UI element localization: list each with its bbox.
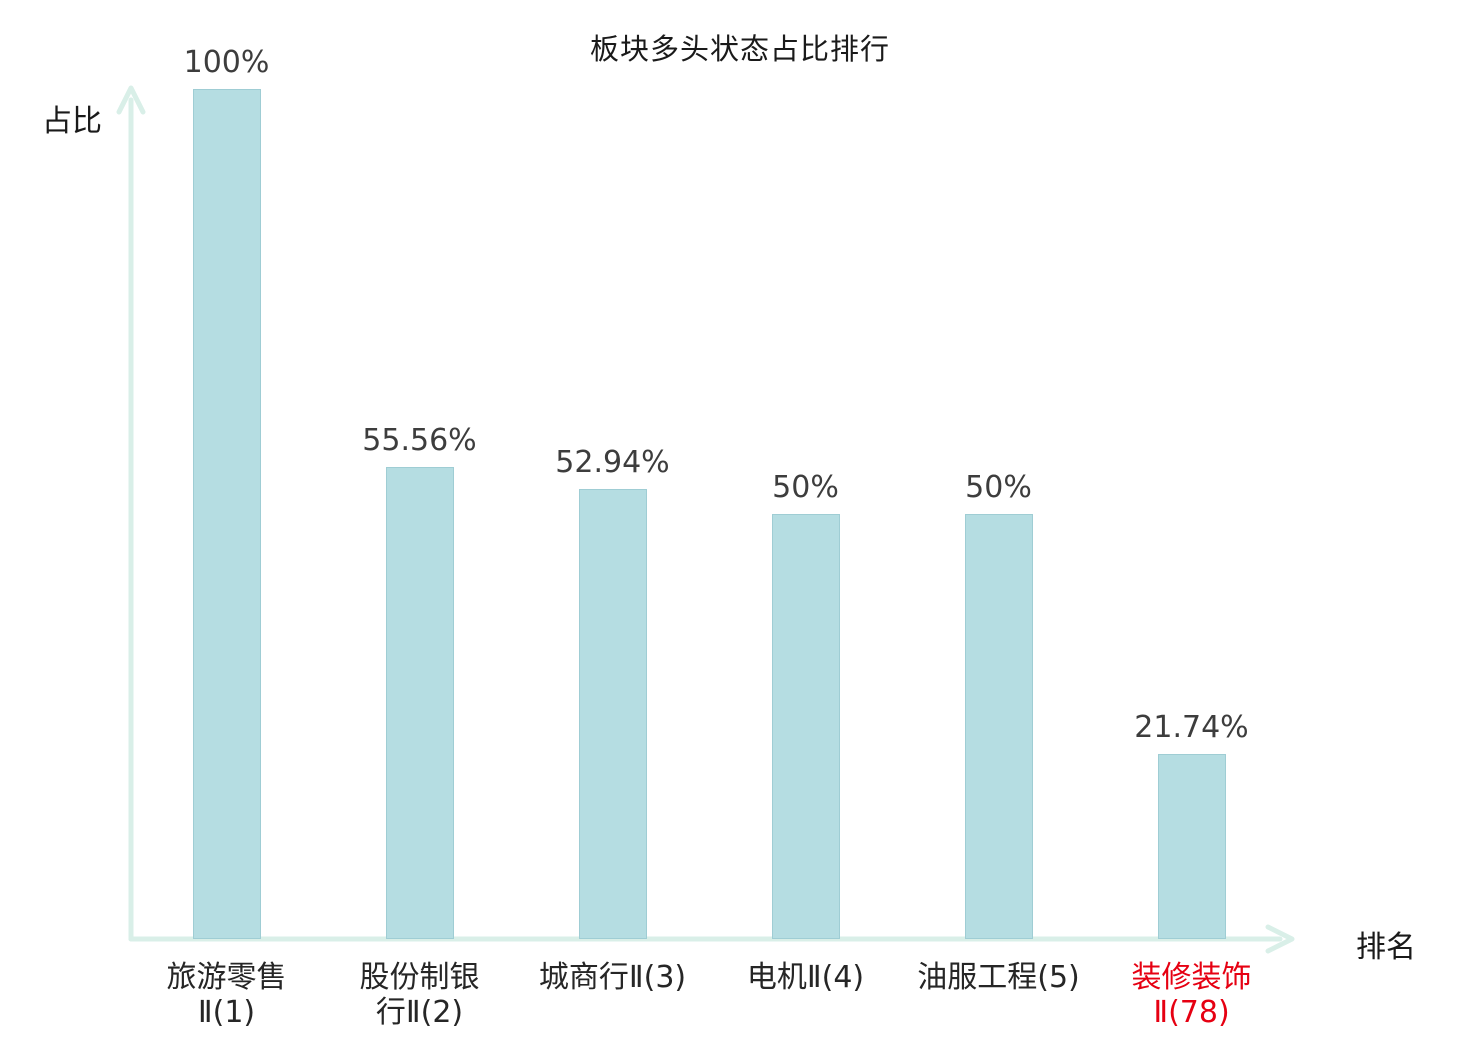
bar-value-label: 50% bbox=[772, 470, 839, 505]
bar-category-label: 城商行Ⅱ(3) bbox=[538, 960, 687, 995]
bar-value-label: 21.74% bbox=[1134, 710, 1249, 745]
bar-category-label: 油服工程(5) bbox=[917, 960, 1080, 995]
bar-value-label: 52.94% bbox=[555, 445, 670, 480]
bar-category-label: 电机Ⅱ(4) bbox=[746, 960, 865, 995]
y-axis-label: 占比 bbox=[42, 104, 102, 139]
bar-value-label: 100% bbox=[183, 45, 270, 80]
bar bbox=[1157, 754, 1226, 939]
chart-title: 板块多头状态占比排行 bbox=[589, 32, 890, 66]
x-axis-label: 排名 bbox=[1356, 930, 1416, 965]
bar bbox=[385, 467, 454, 939]
bar bbox=[578, 489, 647, 939]
bar-category-label: 旅游零售 Ⅱ(1) bbox=[166, 960, 287, 1031]
bar-value-label: 55.56% bbox=[362, 423, 477, 458]
bar bbox=[192, 89, 261, 939]
y-axis-arrow-icon bbox=[116, 85, 146, 115]
bar bbox=[771, 514, 840, 939]
bar bbox=[964, 514, 1033, 939]
bar-category-label: 装修装饰 Ⅱ(78) bbox=[1131, 960, 1252, 1031]
x-axis-arrow-icon bbox=[1265, 924, 1295, 954]
bar-value-label: 50% bbox=[965, 470, 1032, 505]
bar-category-label: 股份制银 行Ⅱ(2) bbox=[359, 960, 480, 1031]
